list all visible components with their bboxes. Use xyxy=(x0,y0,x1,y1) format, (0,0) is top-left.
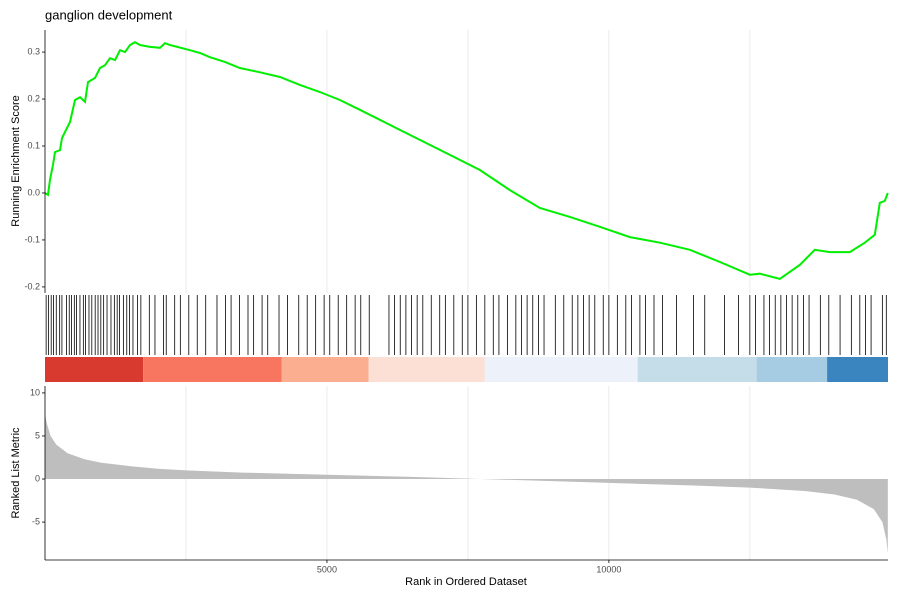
y-tick-label: 0.0 xyxy=(27,187,40,197)
metric-area xyxy=(45,413,888,554)
rank-band xyxy=(484,357,638,382)
x-tick-label: 5000 xyxy=(317,564,337,574)
y-tick-label: -0.1 xyxy=(24,234,40,244)
rank-band xyxy=(143,357,282,382)
rank-band xyxy=(637,357,757,382)
x-tick-label: 10000 xyxy=(596,564,621,574)
y-tick-label: 0.2 xyxy=(27,93,40,103)
rank-band xyxy=(45,357,144,382)
rank-band xyxy=(756,357,828,382)
y-tick-label: 5 xyxy=(35,430,40,440)
y-tick-label: 0.3 xyxy=(27,46,40,56)
y-axis-title: Running Enrichment Score xyxy=(10,95,22,226)
rank-band xyxy=(368,357,485,382)
y-tick-label: -5 xyxy=(32,516,40,526)
y-axis-title: Ranked List Metric xyxy=(10,427,22,519)
x-axis-title: Rank in Ordered Dataset xyxy=(405,576,527,588)
rank-band xyxy=(827,357,888,382)
y-tick-label: 0 xyxy=(35,473,40,483)
y-tick-label: -0.2 xyxy=(24,281,40,291)
y-tick-label: 0.1 xyxy=(27,140,40,150)
chart-title: ganglion development xyxy=(45,7,173,22)
es-line xyxy=(44,41,889,280)
rank-band xyxy=(281,357,369,382)
y-tick-label: 10 xyxy=(30,387,40,397)
